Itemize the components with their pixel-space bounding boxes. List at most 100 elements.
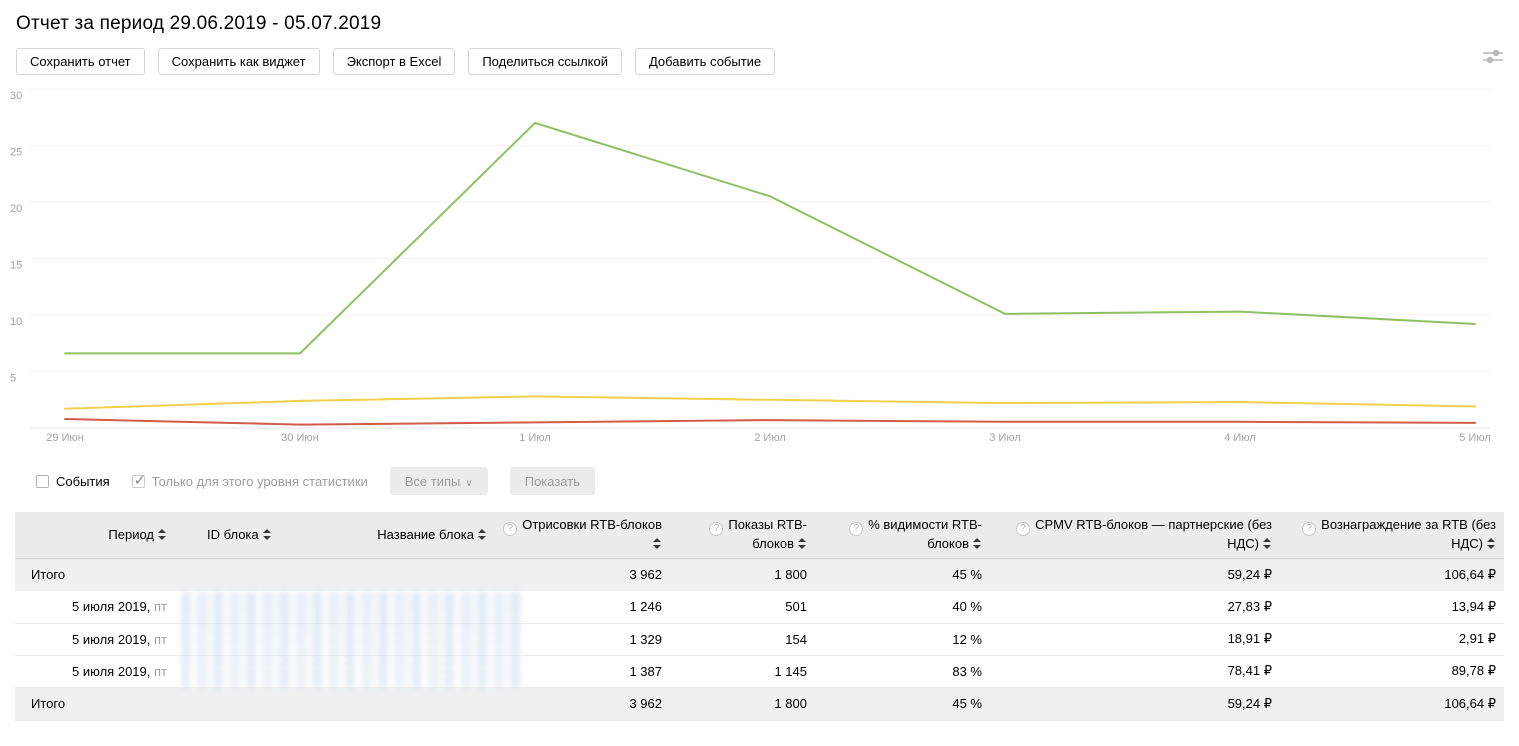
total-label: Итого [15, 686, 175, 721]
total-visibility: 45 % [815, 558, 990, 591]
shows-cell: 1 145 [670, 655, 815, 688]
shows-cell: 154 [670, 623, 815, 656]
chart-canvas: 5 10 15 20 25 30 29 Июн 30 Июн 1 Июл 2 Июл 3 Июл 4 … [10, 88, 1491, 444]
block-name-cell [285, 623, 495, 656]
col-visibility-header[interactable]: % видимости RTB-блоков [815, 512, 990, 559]
col-label: Вознаграждение за RTB (без НДС) [1321, 517, 1496, 552]
date: 5 июля 2019, [72, 631, 151, 647]
period-cell: 5 июля 2019, пт [15, 623, 175, 656]
total-cpmv: 59,24 ₽ [990, 686, 1280, 721]
renders-cell: 1 329 [495, 623, 670, 656]
events-bar: События Только для этого уровня статисти… [36, 467, 1519, 495]
sliders-icon[interactable] [1481, 48, 1505, 71]
events-checkbox-label[interactable]: События [56, 473, 110, 489]
sort-arrows-icon [1263, 538, 1272, 550]
circled-question-icon[interactable] [503, 522, 518, 537]
period-cell: 5 июля 2019, пт [15, 655, 175, 688]
visibility-cell: 83 % [815, 655, 990, 688]
level-checkbox-label[interactable]: Только для этого уровня статистики [151, 473, 368, 489]
cpmv-cell: 27,83 ₽ [990, 591, 1280, 624]
table-row: 5 июля 2019, пт 1 246 501 40 % 27,83 ₽ 1… [15, 591, 1504, 624]
svg-text:15: 15 [10, 260, 22, 272]
sort-arrows-icon [973, 538, 982, 550]
circled-question-icon[interactable] [1016, 522, 1031, 537]
col-label: Период [108, 526, 154, 542]
col-block-name-header[interactable]: Название блока [285, 512, 495, 559]
total-cpmv: 59,24 ₽ [990, 558, 1280, 591]
col-period-header[interactable]: Период [15, 512, 175, 559]
visibility-cell: 40 % [815, 591, 990, 624]
events-checkbox[interactable] [36, 474, 49, 488]
show-events-button[interactable]: Показать [509, 467, 595, 495]
cpmv-cell: 18,91 ₽ [990, 623, 1280, 656]
total-label: Итого [15, 558, 175, 591]
reward-cell: 13,94 ₽ [1280, 591, 1504, 624]
line-chart: 5 10 15 20 25 30 29 Июн 30 Июн 1 Июл 2 Июл 3 Июл 4 … [0, 81, 1519, 453]
renders-cell: 1 387 [495, 655, 670, 688]
col-shows-header[interactable]: Показы RTB-блоков [670, 512, 815, 559]
col-label: Показы RTB-блоков [728, 517, 807, 552]
reward-cell: 2,91 ₽ [1280, 623, 1504, 656]
svg-text:30 Июн: 30 Июн [281, 432, 319, 444]
sort-arrows-icon [798, 538, 807, 550]
total-reward: 106,64 ₽ [1280, 558, 1504, 591]
period-cell: 5 июля 2019, пт [15, 591, 175, 624]
col-label: CPMV RTB-блоков — партнерские (без НДС) [1035, 517, 1272, 552]
col-label: % видимости RTB-блоков [868, 517, 982, 552]
total-shows: 1 800 [670, 558, 815, 591]
col-block-id-header[interactable]: ID блока [175, 512, 285, 559]
weekday: пт [154, 663, 167, 679]
export-excel-button[interactable]: Экспорт в Excel [332, 48, 456, 75]
svg-text:5: 5 [10, 373, 16, 385]
chevron-down-icon: ∨ [465, 477, 473, 489]
col-cpmv-header[interactable]: CPMV RTB-блоков — партнерские (без НДС) [990, 512, 1280, 559]
sort-arrows-icon [262, 528, 272, 540]
save-report-button[interactable]: Сохранить отчет [16, 48, 145, 75]
total-row-top: Итого 3 962 1 800 45 % 59,24 ₽ 106,64 ₽ [15, 558, 1504, 591]
block-name-cell [285, 591, 495, 624]
svg-text:1 Июл: 1 Июл [519, 432, 551, 444]
renders-cell: 1 246 [495, 591, 670, 624]
report-table: Период ID блока Название блока Отрисовки… [15, 512, 1504, 721]
weekday: пт [154, 631, 167, 647]
toolbar: Сохранить отчет Сохранить как виджет Экс… [16, 48, 1519, 75]
level-checkbox[interactable] [131, 471, 146, 489]
date: 5 июля 2019, [72, 599, 151, 615]
circled-question-icon[interactable] [849, 522, 864, 537]
col-label: ID блока [207, 526, 259, 542]
col-label: Отрисовки RTB-блоков [522, 517, 662, 533]
col-label: Название блока [377, 526, 474, 542]
date: 5 июля 2019, [72, 663, 151, 679]
total-renders: 3 962 [495, 558, 670, 591]
sort-arrows-icon [653, 538, 662, 550]
sort-arrows-icon [158, 528, 167, 540]
col-reward-header[interactable]: Вознаграждение за RTB (без НДС) [1280, 512, 1504, 559]
svg-text:25: 25 [10, 147, 22, 159]
svg-text:30: 30 [10, 90, 22, 102]
svg-text:2 Июл: 2 Июл [754, 432, 786, 444]
sort-arrows-icon [1487, 538, 1496, 550]
table-header-row: Период ID блока Название блока Отрисовки… [15, 512, 1504, 559]
circled-question-icon[interactable] [709, 522, 724, 537]
table-row: 5 июля 2019, пт 1 329 154 12 % 18,91 ₽ 2… [15, 623, 1504, 656]
block-name-cell [285, 655, 495, 688]
svg-text:29 Июн: 29 Июн [46, 432, 84, 444]
circled-question-icon[interactable] [1302, 522, 1317, 537]
share-link-button[interactable]: Поделиться ссылкой [468, 48, 622, 75]
cpmv-cell: 78,41 ₽ [990, 655, 1280, 688]
block-id-cell [175, 655, 285, 688]
sort-arrows-icon [478, 528, 487, 540]
save-as-widget-button[interactable]: Сохранить как виджет [157, 48, 320, 75]
col-renders-header[interactable]: Отрисовки RTB-блоков [495, 512, 670, 559]
svg-text:3 Июл: 3 Июл [989, 432, 1021, 444]
shows-cell: 501 [670, 591, 815, 624]
event-type-select[interactable]: Все типы ∨ [389, 467, 488, 495]
total-row-bottom: Итого 3 962 1 800 45 % 59,24 ₽ 106,64 ₽ [15, 686, 1504, 721]
event-type-value: Все типы [404, 473, 461, 489]
total-reward: 106,64 ₽ [1280, 686, 1504, 721]
reward-cell: 89,78 ₽ [1280, 655, 1504, 688]
page-title: Отчет за период 29.06.2019 - 05.07.2019 [16, 13, 382, 34]
total-visibility: 45 % [815, 686, 990, 721]
add-event-button[interactable]: Добавить событие [634, 48, 776, 75]
